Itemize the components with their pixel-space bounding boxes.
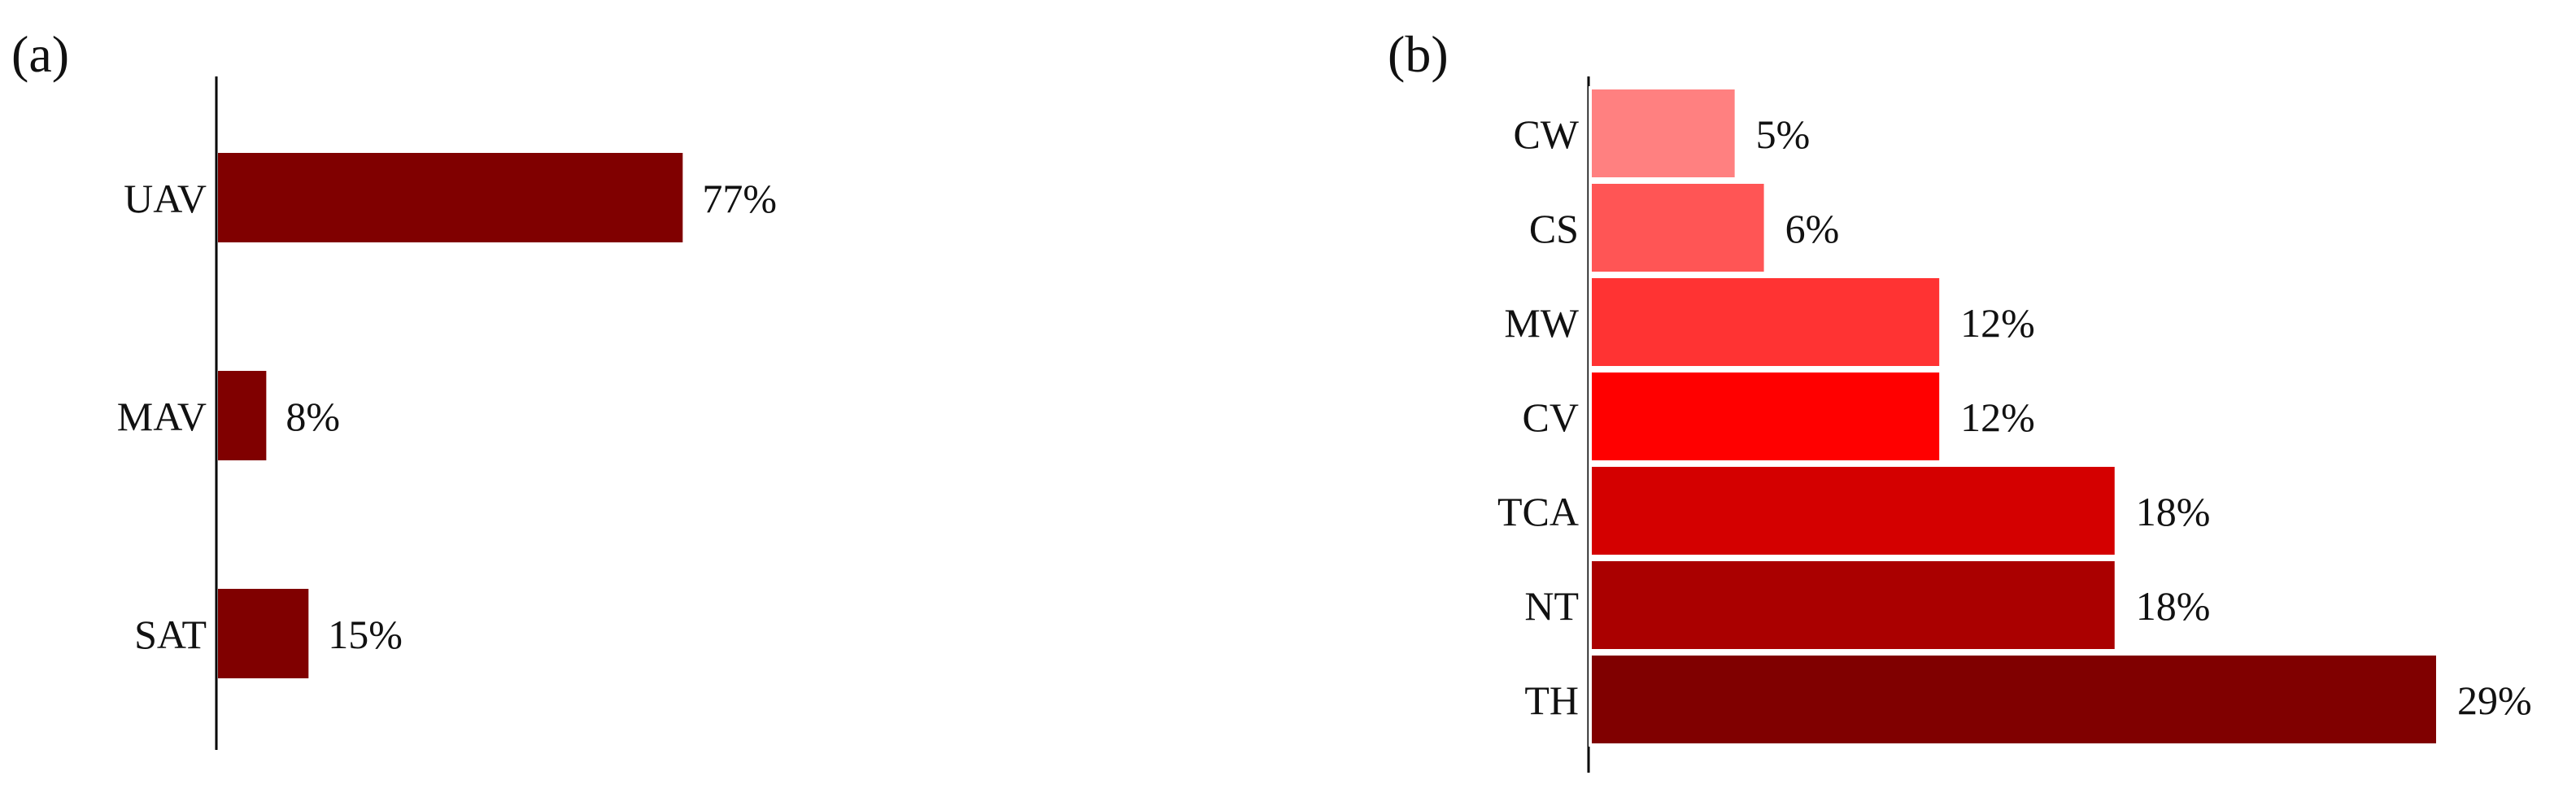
panel-b-mw-tick-label: MW — [1504, 300, 1579, 346]
panel-b-cs-bar — [1589, 181, 1767, 275]
panel-b-th-tick-label: TH — [1524, 677, 1579, 723]
panel-b-cs-value-label: 6% — [1785, 206, 1840, 251]
panel-a-bars: UAV 77% MAV 8% SAT 15% — [117, 153, 777, 678]
panel-b-cv-tick-label: CV — [1523, 394, 1579, 440]
panel-b-tca-bar — [1589, 464, 2118, 558]
panel-b-tca-value-label: 18% — [2136, 489, 2211, 534]
panel-a-uav-value-label: 77% — [702, 176, 777, 221]
panel-b-mw-value-label: 12% — [1960, 300, 2035, 346]
panel-b-cw-value-label: 5% — [1756, 111, 1811, 157]
panel-b-cv-bar — [1589, 369, 1943, 464]
panel-b-nt-bar — [1589, 558, 2118, 652]
panel-a-mav-tick-label: MAV — [117, 394, 207, 439]
panel-b-cw-bar — [1589, 86, 1738, 181]
panel-b-tca-tick-label: TCA — [1497, 489, 1579, 534]
panel-a-mav-bar — [218, 371, 267, 460]
panel-b-cs-tick-label: CS — [1529, 206, 1579, 251]
panel-b-cv-value-label: 12% — [1960, 394, 2035, 440]
panel-a-sat-bar — [218, 589, 309, 678]
panel-b-bars: CW 5% CS 6% MW 12% CV 12% TCA 18% NT 18% TH 29% — [1497, 86, 2532, 747]
panel-b-label: (b) — [1388, 25, 1449, 83]
panel-a-sat-value-label: 15% — [328, 612, 403, 657]
panel-a-uav-tick-label: UAV — [124, 176, 207, 221]
panel-a-sat-tick-label: SAT — [134, 612, 207, 657]
panel-b-mw-bar — [1589, 275, 1943, 369]
panel-a-bar-chart: (a) UAV 77% MAV 8% SAT 15% — [11, 25, 777, 750]
panel-b-th-bar — [1589, 652, 2439, 747]
panel-b-cw-tick-label: CW — [1513, 111, 1579, 157]
panel-b-nt-tick-label: NT — [1524, 583, 1579, 629]
panel-b-nt-value-label: 18% — [2136, 583, 2211, 629]
panel-a-mav-value-label: 8% — [285, 394, 340, 439]
panel-a-label: (a) — [11, 25, 69, 83]
panel-b-bar-chart: (b) CW 5% CS 6% MW 12% CV 12% TCA 18% NT 18% TH 29% — [1388, 25, 2532, 773]
panel-a-uav-bar — [218, 153, 683, 242]
panel-b-th-value-label: 29% — [2457, 677, 2532, 723]
